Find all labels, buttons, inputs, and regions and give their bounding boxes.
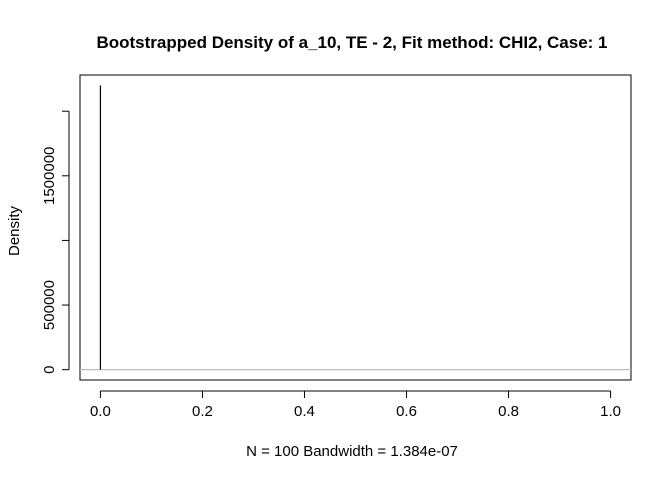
x-axis-label: N = 100 Bandwidth = 1.384e-07 xyxy=(246,443,458,460)
x-tick-label: 0.4 xyxy=(294,403,315,420)
y-tick-label: 500000 xyxy=(41,280,58,330)
y-axis-label: Density xyxy=(6,205,23,256)
plot-frame xyxy=(79,74,632,381)
x-tick-label: 0.8 xyxy=(498,403,519,420)
x-axis: 0.0 0.2 0.4 0.6 0.8 1.0 xyxy=(90,390,621,420)
x-tick-label: 1.0 xyxy=(600,403,621,420)
y-tick-label: 0 xyxy=(41,365,58,373)
x-tick-label: 0.0 xyxy=(90,403,111,420)
x-tick-label: 0.6 xyxy=(396,403,417,420)
x-tick-label: 0.2 xyxy=(192,403,213,420)
y-tick-label: 1500000 xyxy=(41,147,58,205)
y-axis: 0 500000 1500000 xyxy=(41,110,70,374)
chart-title: Bootstrapped Density of a_10, TE - 2, Fi… xyxy=(96,33,607,52)
